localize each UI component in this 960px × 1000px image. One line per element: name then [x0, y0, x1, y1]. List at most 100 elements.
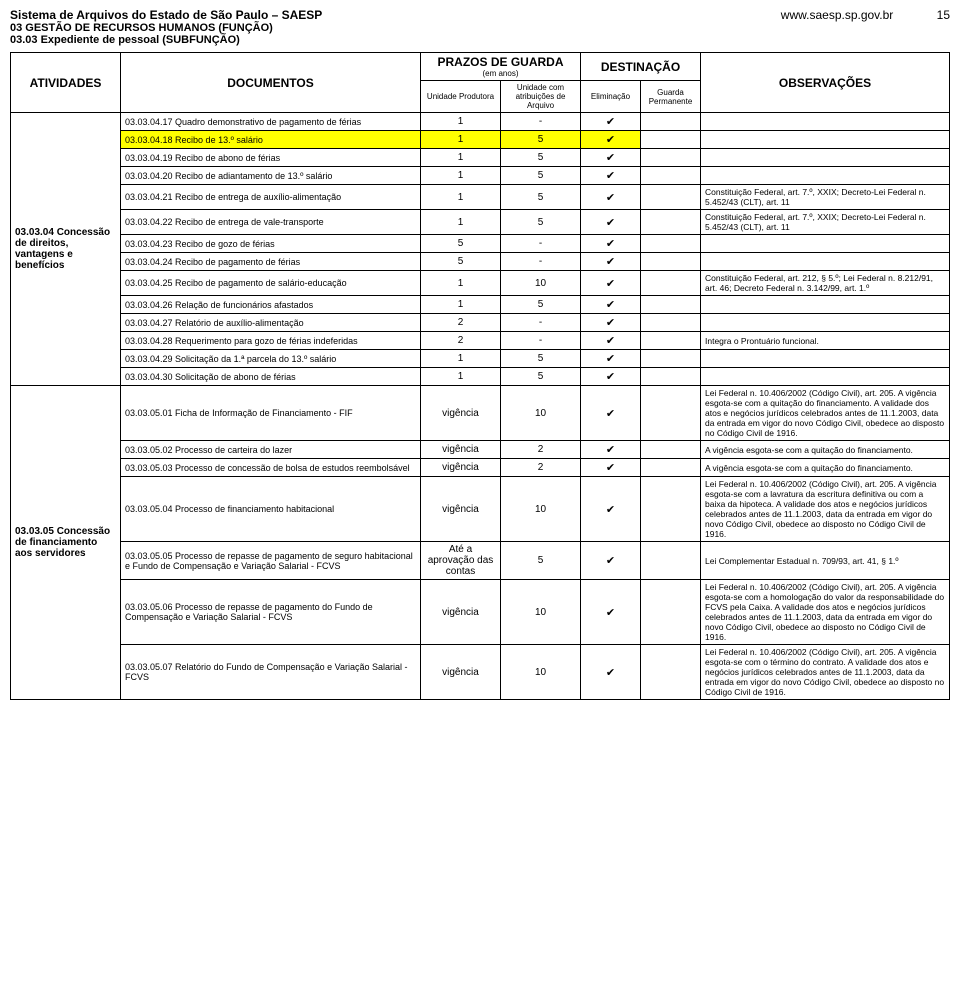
unidade-produtora-cell: vigência — [421, 459, 501, 477]
unidade-atrib-cell: - — [501, 235, 581, 253]
doc-cell: 03.03.04.30 Solicitação de abono de féri… — [121, 368, 421, 386]
eliminacao-cell: ✔ — [581, 645, 641, 700]
unidade-atrib-cell: - — [501, 113, 581, 131]
eliminacao-cell: ✔ — [581, 131, 641, 149]
unidade-produtora-cell: Até a aprovação das contas — [421, 542, 501, 580]
eliminacao-cell: ✔ — [581, 185, 641, 210]
eliminacao-cell: ✔ — [581, 210, 641, 235]
obs-cell: Lei Federal n. 10.406/2002 (Código Civil… — [701, 477, 950, 542]
unidade-atrib-cell: 10 — [501, 386, 581, 441]
unidade-atrib-cell: - — [501, 314, 581, 332]
table-head: ATIVIDADES DOCUMENTOS PRAZOS DE GUARDA (… — [11, 53, 950, 113]
obs-cell — [701, 314, 950, 332]
unidade-atrib-cell: 10 — [501, 271, 581, 296]
obs-cell: Constituição Federal, art. 212, § 5.º; L… — [701, 271, 950, 296]
guarda-perm-cell — [641, 131, 701, 149]
unidade-atrib-cell: 5 — [501, 350, 581, 368]
guarda-perm-cell — [641, 477, 701, 542]
eliminacao-cell: ✔ — [581, 386, 641, 441]
eliminacao-cell: ✔ — [581, 149, 641, 167]
obs-cell: A vigência esgota-se com a quitação do f… — [701, 459, 950, 477]
unidade-atrib-cell: 5 — [501, 167, 581, 185]
table-row: 03.03.05.02 Processo de carteira do laze… — [11, 441, 950, 459]
table-row: 03.03.04.25 Recibo de pagamento de salár… — [11, 271, 950, 296]
unidade-produtora-cell: 1 — [421, 167, 501, 185]
header-right: www.saesp.sp.gov.br 15 — [781, 8, 950, 22]
unidade-produtora-cell: 1 — [421, 185, 501, 210]
group-cell: 03.03.04 Concessão de direitos, vantagen… — [11, 113, 121, 386]
doc-cell: 03.03.05.05 Processo de repasse de pagam… — [121, 542, 421, 580]
unidade-atrib-cell: 5 — [501, 368, 581, 386]
doc-cell: 03.03.04.27 Relatório de auxílio-aliment… — [121, 314, 421, 332]
unidade-produtora-cell: 1 — [421, 350, 501, 368]
unidade-atrib-cell: 5 — [501, 185, 581, 210]
unidade-atrib-cell: 10 — [501, 645, 581, 700]
header-function: 03 GESTÃO DE RECURSOS HUMANOS (FUNÇÃO) — [10, 22, 950, 34]
unidade-atrib-cell: 5 — [501, 542, 581, 580]
table-row: 03.03.04.27 Relatório de auxílio-aliment… — [11, 314, 950, 332]
eliminacao-cell: ✔ — [581, 314, 641, 332]
obs-cell — [701, 131, 950, 149]
col-destinacao: DESTINAÇÃO — [581, 53, 701, 81]
doc-cell: 03.03.04.28 Requerimento para gozo de fé… — [121, 332, 421, 350]
col-guarda-perm: Guarda Permanente — [641, 81, 701, 113]
unidade-produtora-cell: 1 — [421, 131, 501, 149]
eliminacao-cell: ✔ — [581, 580, 641, 645]
unidade-atrib-cell: - — [501, 332, 581, 350]
doc-cell: 03.03.04.20 Recibo de adiantamento de 13… — [121, 167, 421, 185]
obs-cell — [701, 235, 950, 253]
doc-cell: 03.03.04.18 Recibo de 13.º salário — [121, 131, 421, 149]
guarda-perm-cell — [641, 441, 701, 459]
table-row: 03.03.04.29 Solicitação da 1.ª parcela d… — [11, 350, 950, 368]
col-unidade-produtora: Unidade Produtora — [421, 81, 501, 113]
obs-cell: Constituição Federal, art. 7.º, XXIX; De… — [701, 210, 950, 235]
guarda-perm-cell — [641, 185, 701, 210]
doc-cell: 03.03.05.01 Ficha de Informação de Finan… — [121, 386, 421, 441]
guarda-perm-cell — [641, 580, 701, 645]
unidade-produtora-cell: vigência — [421, 441, 501, 459]
eliminacao-cell: ✔ — [581, 253, 641, 271]
obs-cell: Integra o Prontuário funcional. — [701, 332, 950, 350]
obs-cell — [701, 149, 950, 167]
unidade-produtora-cell: 5 — [421, 235, 501, 253]
guarda-perm-cell — [641, 368, 701, 386]
doc-cell: 03.03.04.17 Quadro demonstrativo de paga… — [121, 113, 421, 131]
unidade-produtora-cell: 1 — [421, 210, 501, 235]
guarda-perm-cell — [641, 113, 701, 131]
col-eliminacao: Eliminação — [581, 81, 641, 113]
header-subfunction: 03.03 Expediente de pessoal (SUBFUNÇÃO) — [10, 34, 950, 46]
table-row: 03.03.04.24 Recibo de pagamento de féria… — [11, 253, 950, 271]
guarda-perm-cell — [641, 253, 701, 271]
table-row: 03.03.05.04 Processo de financiamento ha… — [11, 477, 950, 542]
col-documentos: DOCUMENTOS — [121, 53, 421, 113]
unidade-produtora-cell: 1 — [421, 271, 501, 296]
records-table: ATIVIDADES DOCUMENTOS PRAZOS DE GUARDA (… — [10, 52, 950, 700]
obs-cell: A vigência esgota-se com a quitação do f… — [701, 441, 950, 459]
eliminacao-cell: ✔ — [581, 542, 641, 580]
obs-cell — [701, 167, 950, 185]
eliminacao-cell: ✔ — [581, 271, 641, 296]
doc-cell: 03.03.04.23 Recibo de gozo de férias — [121, 235, 421, 253]
obs-cell — [701, 113, 950, 131]
table-row: 03.03.04.22 Recibo de entrega de vale-tr… — [11, 210, 950, 235]
guarda-perm-cell — [641, 167, 701, 185]
obs-cell: Constituição Federal, art. 7.º, XXIX; De… — [701, 185, 950, 210]
guarda-perm-cell — [641, 332, 701, 350]
unidade-atrib-cell: 2 — [501, 459, 581, 477]
table-row: 03.03.04.21 Recibo de entrega de auxílio… — [11, 185, 950, 210]
unidade-atrib-cell: 5 — [501, 296, 581, 314]
eliminacao-cell: ✔ — [581, 332, 641, 350]
guarda-perm-cell — [641, 210, 701, 235]
doc-cell: 03.03.05.02 Processo de carteira do laze… — [121, 441, 421, 459]
guarda-perm-cell — [641, 386, 701, 441]
eliminacao-cell: ✔ — [581, 113, 641, 131]
guarda-perm-cell — [641, 235, 701, 253]
prazos-sub: (em anos) — [425, 69, 576, 78]
page-header: Sistema de Arquivos do Estado de São Pau… — [10, 8, 950, 22]
doc-cell: 03.03.04.21 Recibo de entrega de auxílio… — [121, 185, 421, 210]
col-atividades: ATIVIDADES — [11, 53, 121, 113]
table-row: 03.03.04 Concessão de direitos, vantagen… — [11, 113, 950, 131]
guarda-perm-cell — [641, 296, 701, 314]
eliminacao-cell: ✔ — [581, 235, 641, 253]
header-title: Sistema de Arquivos do Estado de São Pau… — [10, 8, 322, 22]
